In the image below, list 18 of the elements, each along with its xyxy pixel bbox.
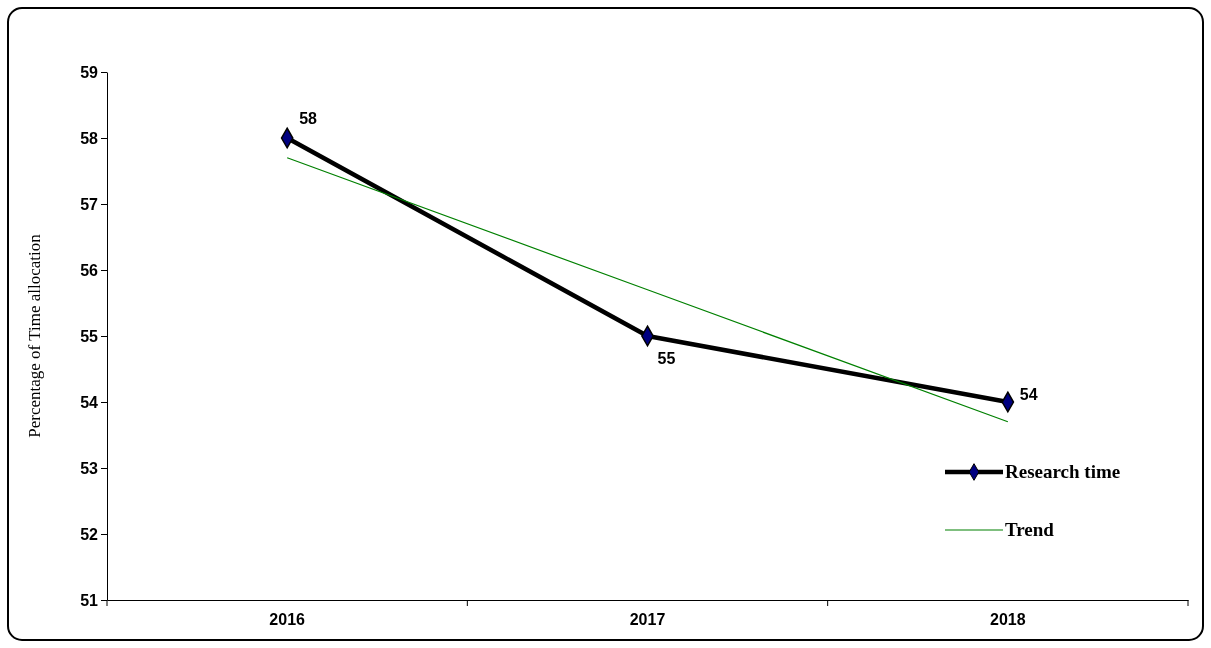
legend-label: Trend — [1005, 519, 1055, 540]
y-tick-label: 52 — [80, 525, 99, 543]
y-axis-title: Percentage of Time allocation — [25, 233, 44, 438]
x-tick-label: 2017 — [629, 611, 666, 629]
data-label: 55 — [657, 350, 676, 367]
y-tick-label: 51 — [80, 591, 99, 609]
y-tick-label: 56 — [80, 261, 99, 279]
data-label: 58 — [299, 110, 318, 127]
x-tick-label: 2016 — [269, 611, 306, 629]
data-label: 54 — [1019, 386, 1038, 403]
y-tick-label: 57 — [80, 195, 99, 213]
y-tick-label: 59 — [80, 63, 99, 81]
legend-label: Research time — [1005, 461, 1121, 482]
y-tick-label: 58 — [80, 129, 99, 147]
y-tick-label: 53 — [80, 459, 99, 477]
y-tick-label: 55 — [80, 327, 99, 345]
y-tick-label: 54 — [80, 393, 99, 411]
x-tick-label: 2018 — [990, 611, 1026, 629]
